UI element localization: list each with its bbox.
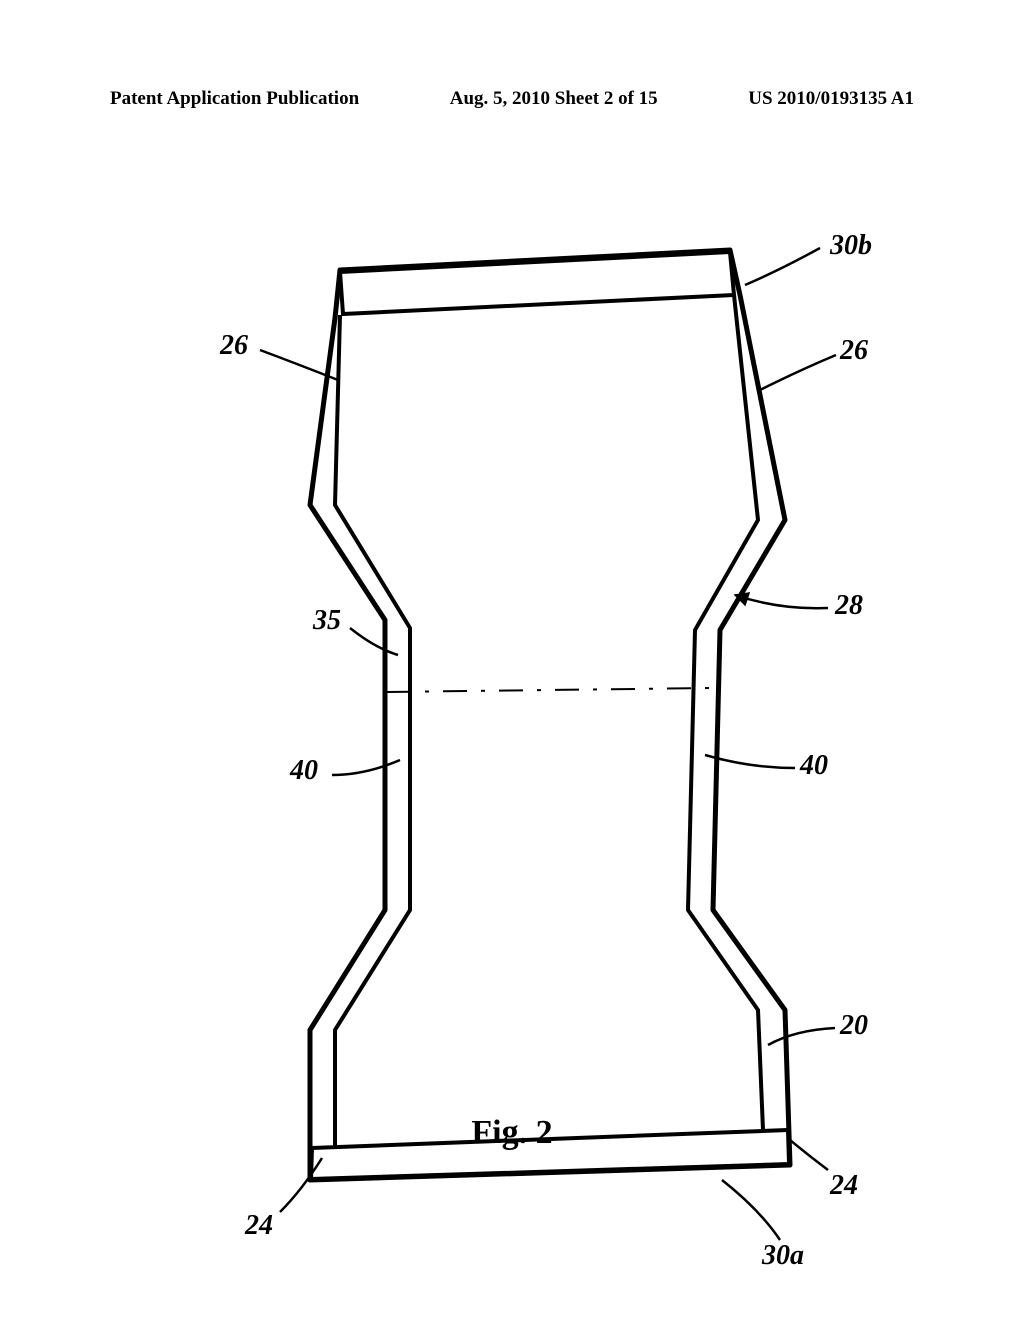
svg-text:30a: 30a	[761, 1240, 804, 1271]
svg-text:28: 28	[834, 590, 863, 621]
svg-text:26: 26	[839, 335, 868, 366]
svg-text:24: 24	[829, 1170, 858, 1201]
svg-text:40: 40	[799, 750, 828, 781]
header-right: US 2010/0193135 A1	[748, 88, 914, 110]
header-left: Patent Application Publication	[110, 88, 359, 110]
figure-caption: Fig. 2	[0, 1114, 1024, 1152]
svg-text:24: 24	[244, 1210, 273, 1241]
svg-text:35: 35	[312, 605, 341, 636]
header-center: Aug. 5, 2010 Sheet 2 of 15	[450, 88, 658, 110]
svg-text:40: 40	[289, 755, 318, 786]
svg-text:30b: 30b	[829, 230, 872, 261]
figure-area: 30b26262835404020242430a	[140, 210, 900, 1130]
page-header: Patent Application Publication Aug. 5, 2…	[0, 88, 1024, 110]
svg-text:26: 26	[219, 330, 248, 361]
svg-text:20: 20	[839, 1010, 868, 1041]
